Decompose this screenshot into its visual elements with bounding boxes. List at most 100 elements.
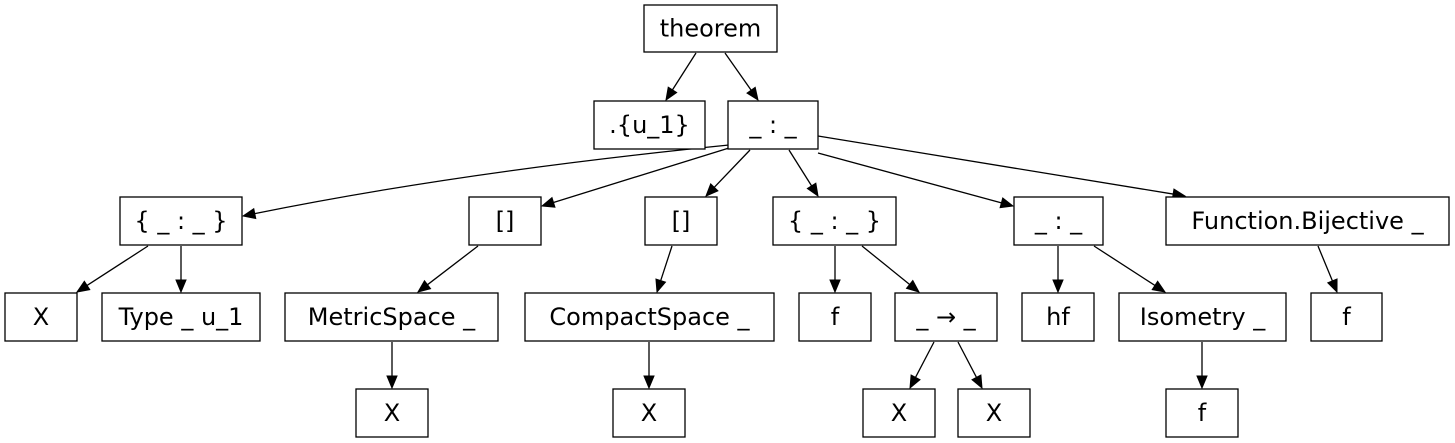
tree-edge [829,246,841,294]
edge-line [817,135,1174,195]
arrowhead-icon [999,197,1015,209]
tree-edge [540,147,730,208]
tree-edge [665,52,697,102]
edge-line [427,245,479,286]
arrowhead-icon [416,279,432,293]
node-label: .{u_1} [609,111,690,139]
tree-edge [643,342,655,390]
node-label: f [1198,399,1207,427]
node-label: MetricSpace _ [308,303,476,331]
node-label: X [891,399,907,427]
tree-node-instance-binder: [] [644,196,718,246]
tree-edge [1052,246,1064,294]
tree-node-x: X [957,388,1031,438]
tree-edge [241,144,730,220]
arrowhead-icon [643,375,655,390]
tree-node-metric-space: MetricSpace _ [284,292,499,342]
edge-line [788,149,813,187]
arrowhead-icon [1052,279,1064,294]
arrowhead-icon [241,207,257,220]
arrowhead-icon [705,182,719,197]
arrowhead-icon [806,182,819,198]
tree-node-implicit-binder: { _ : _ } [119,196,243,246]
tree-node-theorem: theorem [643,4,778,53]
tree-node-f: f [798,292,872,342]
tree-node-universe: .{u_1} [593,100,706,150]
arrowhead-icon [386,375,398,390]
edge-line [713,149,751,188]
node-label: X [33,303,49,331]
tree-node-x: X [355,388,429,438]
node-label: [] [496,207,515,235]
edge-line [553,147,730,204]
tree-node-type-u1: Type _ u_1 [101,292,261,342]
arrowhead-icon [175,279,187,294]
node-label: theorem [660,15,762,43]
node-label: _ → _ [915,303,976,331]
node-label: hf [1046,303,1070,331]
tree-node-instance-binder: [] [468,196,542,246]
arrowhead-icon [1326,278,1338,294]
arrowhead-icon [1151,280,1167,293]
tree-edge [655,245,673,294]
edge-line [957,341,978,378]
edge-line [660,245,673,281]
tree-edge [957,341,983,390]
arrowhead-icon [971,374,983,390]
edge-line [86,245,149,287]
node-label: _ : _ [1034,207,1083,235]
arrowhead-icon [1196,375,1208,390]
node-label: Isometry _ [1140,303,1267,331]
node-label: Function.Bijective _ [1191,207,1424,235]
tree-edges [75,52,1338,390]
node-label: f [831,303,840,331]
tree-edge [75,245,149,293]
edge-line [861,245,911,285]
node-label: X [986,399,1002,427]
edge-line [671,52,697,91]
arrowhead-icon [829,279,841,294]
node-label: Type _ u_1 [118,303,244,331]
tree-edge [416,245,479,293]
tree-edge [1317,245,1338,294]
node-label: X [384,399,400,427]
tree-edge [175,246,187,294]
edge-line [1093,245,1156,287]
arrowhead-icon [540,196,556,208]
tree-node-typed-term: _ : _ [1013,196,1104,246]
tree-edge [909,341,935,390]
tree-node-isometry: Isometry _ [1118,292,1287,342]
tree-node-function-bijective: Function.Bijective _ [1165,196,1450,246]
tree-edge [861,245,921,293]
tree-node-x: X [862,388,936,438]
arrowhead-icon [655,278,667,294]
node-label: [] [672,207,691,235]
tree-edge [386,342,398,390]
tree-node-f: f [1165,388,1239,438]
edge-line [914,341,935,378]
edge-line [1317,245,1334,282]
arrowhead-icon [665,86,678,102]
tree-edge [724,52,759,102]
tree-node-typed-term-root: _ : _ [727,100,819,150]
tree-node-implicit-binder: { _ : _ } [772,196,897,246]
tree-edge [705,149,751,197]
node-label: X [641,399,657,427]
tree-node-x: X [4,292,78,342]
arrowhead-icon [746,86,759,102]
arrowhead-icon [909,374,921,390]
tree-edge [788,149,819,198]
tree-edge [1093,245,1167,293]
edge-line [254,144,730,215]
tree-node-hf: hf [1021,292,1095,342]
arrowhead-icon [905,279,921,293]
tree-edge [1196,342,1208,390]
edge-line [817,152,1002,204]
node-label: CompactSpace _ [549,303,750,331]
node-label: f [1342,303,1351,331]
tree-edge [817,152,1015,209]
arrowhead-icon [75,280,91,293]
tree-node-x: X [612,388,686,438]
edge-line [724,52,752,91]
